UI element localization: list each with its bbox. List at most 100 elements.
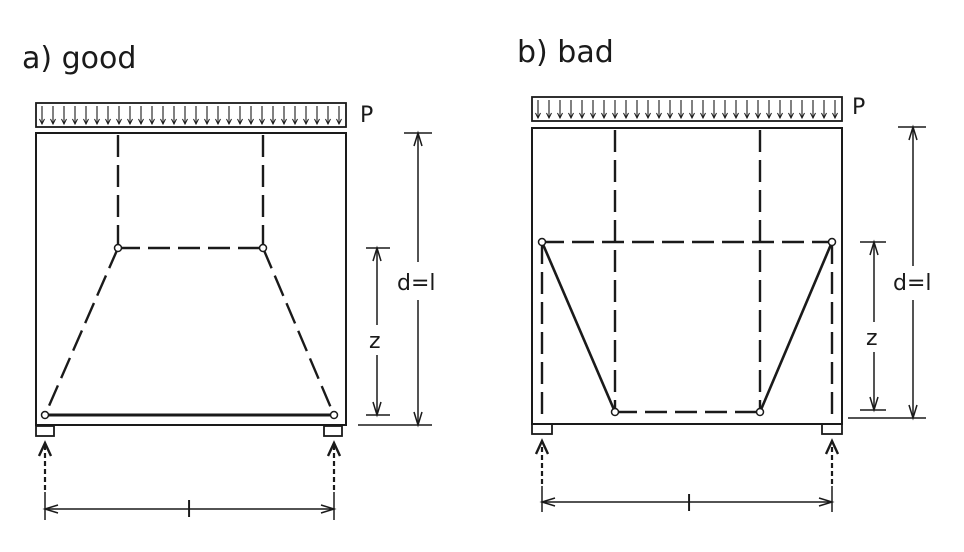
load-arrowhead bbox=[744, 112, 750, 120]
load-arrowhead bbox=[193, 118, 199, 126]
panel-a-height-dimension bbox=[358, 130, 432, 428]
panel-b-lever-arm-label: z bbox=[866, 326, 878, 351]
load-arrowhead bbox=[138, 118, 144, 126]
load-arrowhead bbox=[281, 118, 287, 126]
load-arrowhead bbox=[821, 112, 827, 120]
panel-a-span-dimension bbox=[42, 492, 337, 520]
load-arrowhead bbox=[182, 118, 188, 126]
panel-b-nodes bbox=[537, 237, 837, 417]
panel-b-tie-right-diagonal bbox=[758, 241, 834, 413]
panel-b-height-label: d=l bbox=[893, 271, 932, 296]
load-arrowhead bbox=[766, 112, 772, 120]
panel-a-title: a) good bbox=[22, 41, 136, 76]
load-arrowhead bbox=[127, 118, 133, 126]
load-arrowhead bbox=[700, 112, 706, 120]
load-arrowhead bbox=[678, 112, 684, 120]
panel-b-span-label: l bbox=[686, 492, 692, 517]
load-arrowhead bbox=[579, 112, 585, 120]
panel-a-span-label: l bbox=[186, 498, 192, 523]
panel-b-node bbox=[610, 407, 620, 417]
load-arrowhead bbox=[612, 112, 618, 120]
load-arrowhead bbox=[568, 112, 574, 120]
load-arrowhead bbox=[546, 112, 552, 120]
load-arrowhead bbox=[325, 118, 331, 126]
panel-b-node bbox=[537, 237, 547, 247]
panel-b-tie-left-diagonal bbox=[540, 241, 617, 413]
load-arrowhead bbox=[39, 118, 45, 126]
load-arrowhead bbox=[94, 118, 100, 126]
load-arrowhead bbox=[689, 112, 695, 120]
load-arrowhead bbox=[667, 112, 673, 120]
load-arrowhead bbox=[171, 118, 177, 126]
load-arrowhead bbox=[259, 118, 265, 126]
panel-b-lever-arm-dimension bbox=[860, 239, 886, 413]
load-arrowhead bbox=[557, 112, 563, 120]
load-arrowhead bbox=[722, 112, 728, 120]
panel-a-lever-arm-dimension bbox=[366, 245, 390, 418]
load-arrowhead bbox=[832, 112, 838, 120]
panel-b-support-right bbox=[821, 423, 843, 435]
panel-b-reaction-arrows bbox=[534, 438, 840, 484]
panel-b-tension-ties bbox=[540, 241, 834, 413]
load-arrowhead bbox=[237, 118, 243, 126]
load-arrowhead bbox=[116, 118, 122, 126]
panel-a-height-label: d=l bbox=[397, 271, 436, 296]
panel-a: a) good P bbox=[22, 41, 436, 523]
panel-b-node bbox=[827, 237, 837, 247]
load-arrowhead bbox=[149, 118, 155, 126]
panel-a-support-right bbox=[323, 425, 343, 437]
load-arrowhead bbox=[336, 118, 342, 126]
load-arrowhead bbox=[270, 118, 276, 126]
load-arrowhead bbox=[656, 112, 662, 120]
load-arrowhead bbox=[160, 118, 166, 126]
load-arrowhead bbox=[810, 112, 816, 120]
load-arrowhead bbox=[50, 118, 56, 126]
load-arrowhead bbox=[634, 112, 640, 120]
load-arrowhead bbox=[72, 118, 78, 126]
panel-b-node bbox=[755, 407, 765, 417]
load-arrowhead bbox=[777, 112, 783, 120]
panel-a-reaction-arrows bbox=[37, 440, 342, 490]
load-arrowhead bbox=[535, 112, 541, 120]
load-arrowhead bbox=[292, 118, 298, 126]
panel-a-node bbox=[329, 410, 339, 420]
panel-b-load-label: P bbox=[852, 95, 865, 120]
panel-a-node bbox=[113, 243, 123, 253]
panel-a-strut-left-diagonal bbox=[43, 247, 120, 416]
load-arrowhead bbox=[226, 118, 232, 126]
panel-a-support-left bbox=[35, 425, 55, 437]
load-arrowhead bbox=[733, 112, 739, 120]
load-arrowhead bbox=[755, 112, 761, 120]
panel-b-height-dimension bbox=[848, 124, 926, 421]
panel-a-load-arrows bbox=[39, 106, 342, 126]
panel-a-lever-arm-label: z bbox=[369, 329, 381, 354]
panel-a-distributed-load bbox=[35, 102, 347, 128]
panel-b-title: b) bad bbox=[517, 35, 614, 70]
panel-b-support-left bbox=[531, 423, 553, 435]
panel-a-compression-struts bbox=[43, 135, 336, 416]
panel-b-distributed-load bbox=[531, 96, 843, 122]
load-arrowhead bbox=[215, 118, 221, 126]
load-arrowhead bbox=[204, 118, 210, 126]
load-arrowhead bbox=[105, 118, 111, 126]
load-arrowhead bbox=[83, 118, 89, 126]
panel-b-load-arrows bbox=[535, 100, 838, 120]
panel-a-nodes bbox=[40, 243, 339, 420]
panel-b: b) bad P bbox=[517, 35, 932, 517]
panel-a-strut-right-diagonal bbox=[261, 247, 336, 416]
load-arrowhead bbox=[303, 118, 309, 126]
panel-b-wall bbox=[531, 127, 843, 425]
load-arrowhead bbox=[623, 112, 629, 120]
panel-a-node bbox=[258, 243, 268, 253]
load-arrowhead bbox=[601, 112, 607, 120]
load-arrowhead bbox=[314, 118, 320, 126]
load-arrowhead bbox=[61, 118, 67, 126]
load-arrowhead bbox=[645, 112, 651, 120]
panel-a-load-label: P bbox=[360, 103, 373, 128]
panel-a-node bbox=[40, 410, 50, 420]
load-arrowhead bbox=[799, 112, 805, 120]
load-arrowhead bbox=[788, 112, 794, 120]
load-arrowhead bbox=[590, 112, 596, 120]
panel-b-compression-struts bbox=[540, 130, 834, 422]
